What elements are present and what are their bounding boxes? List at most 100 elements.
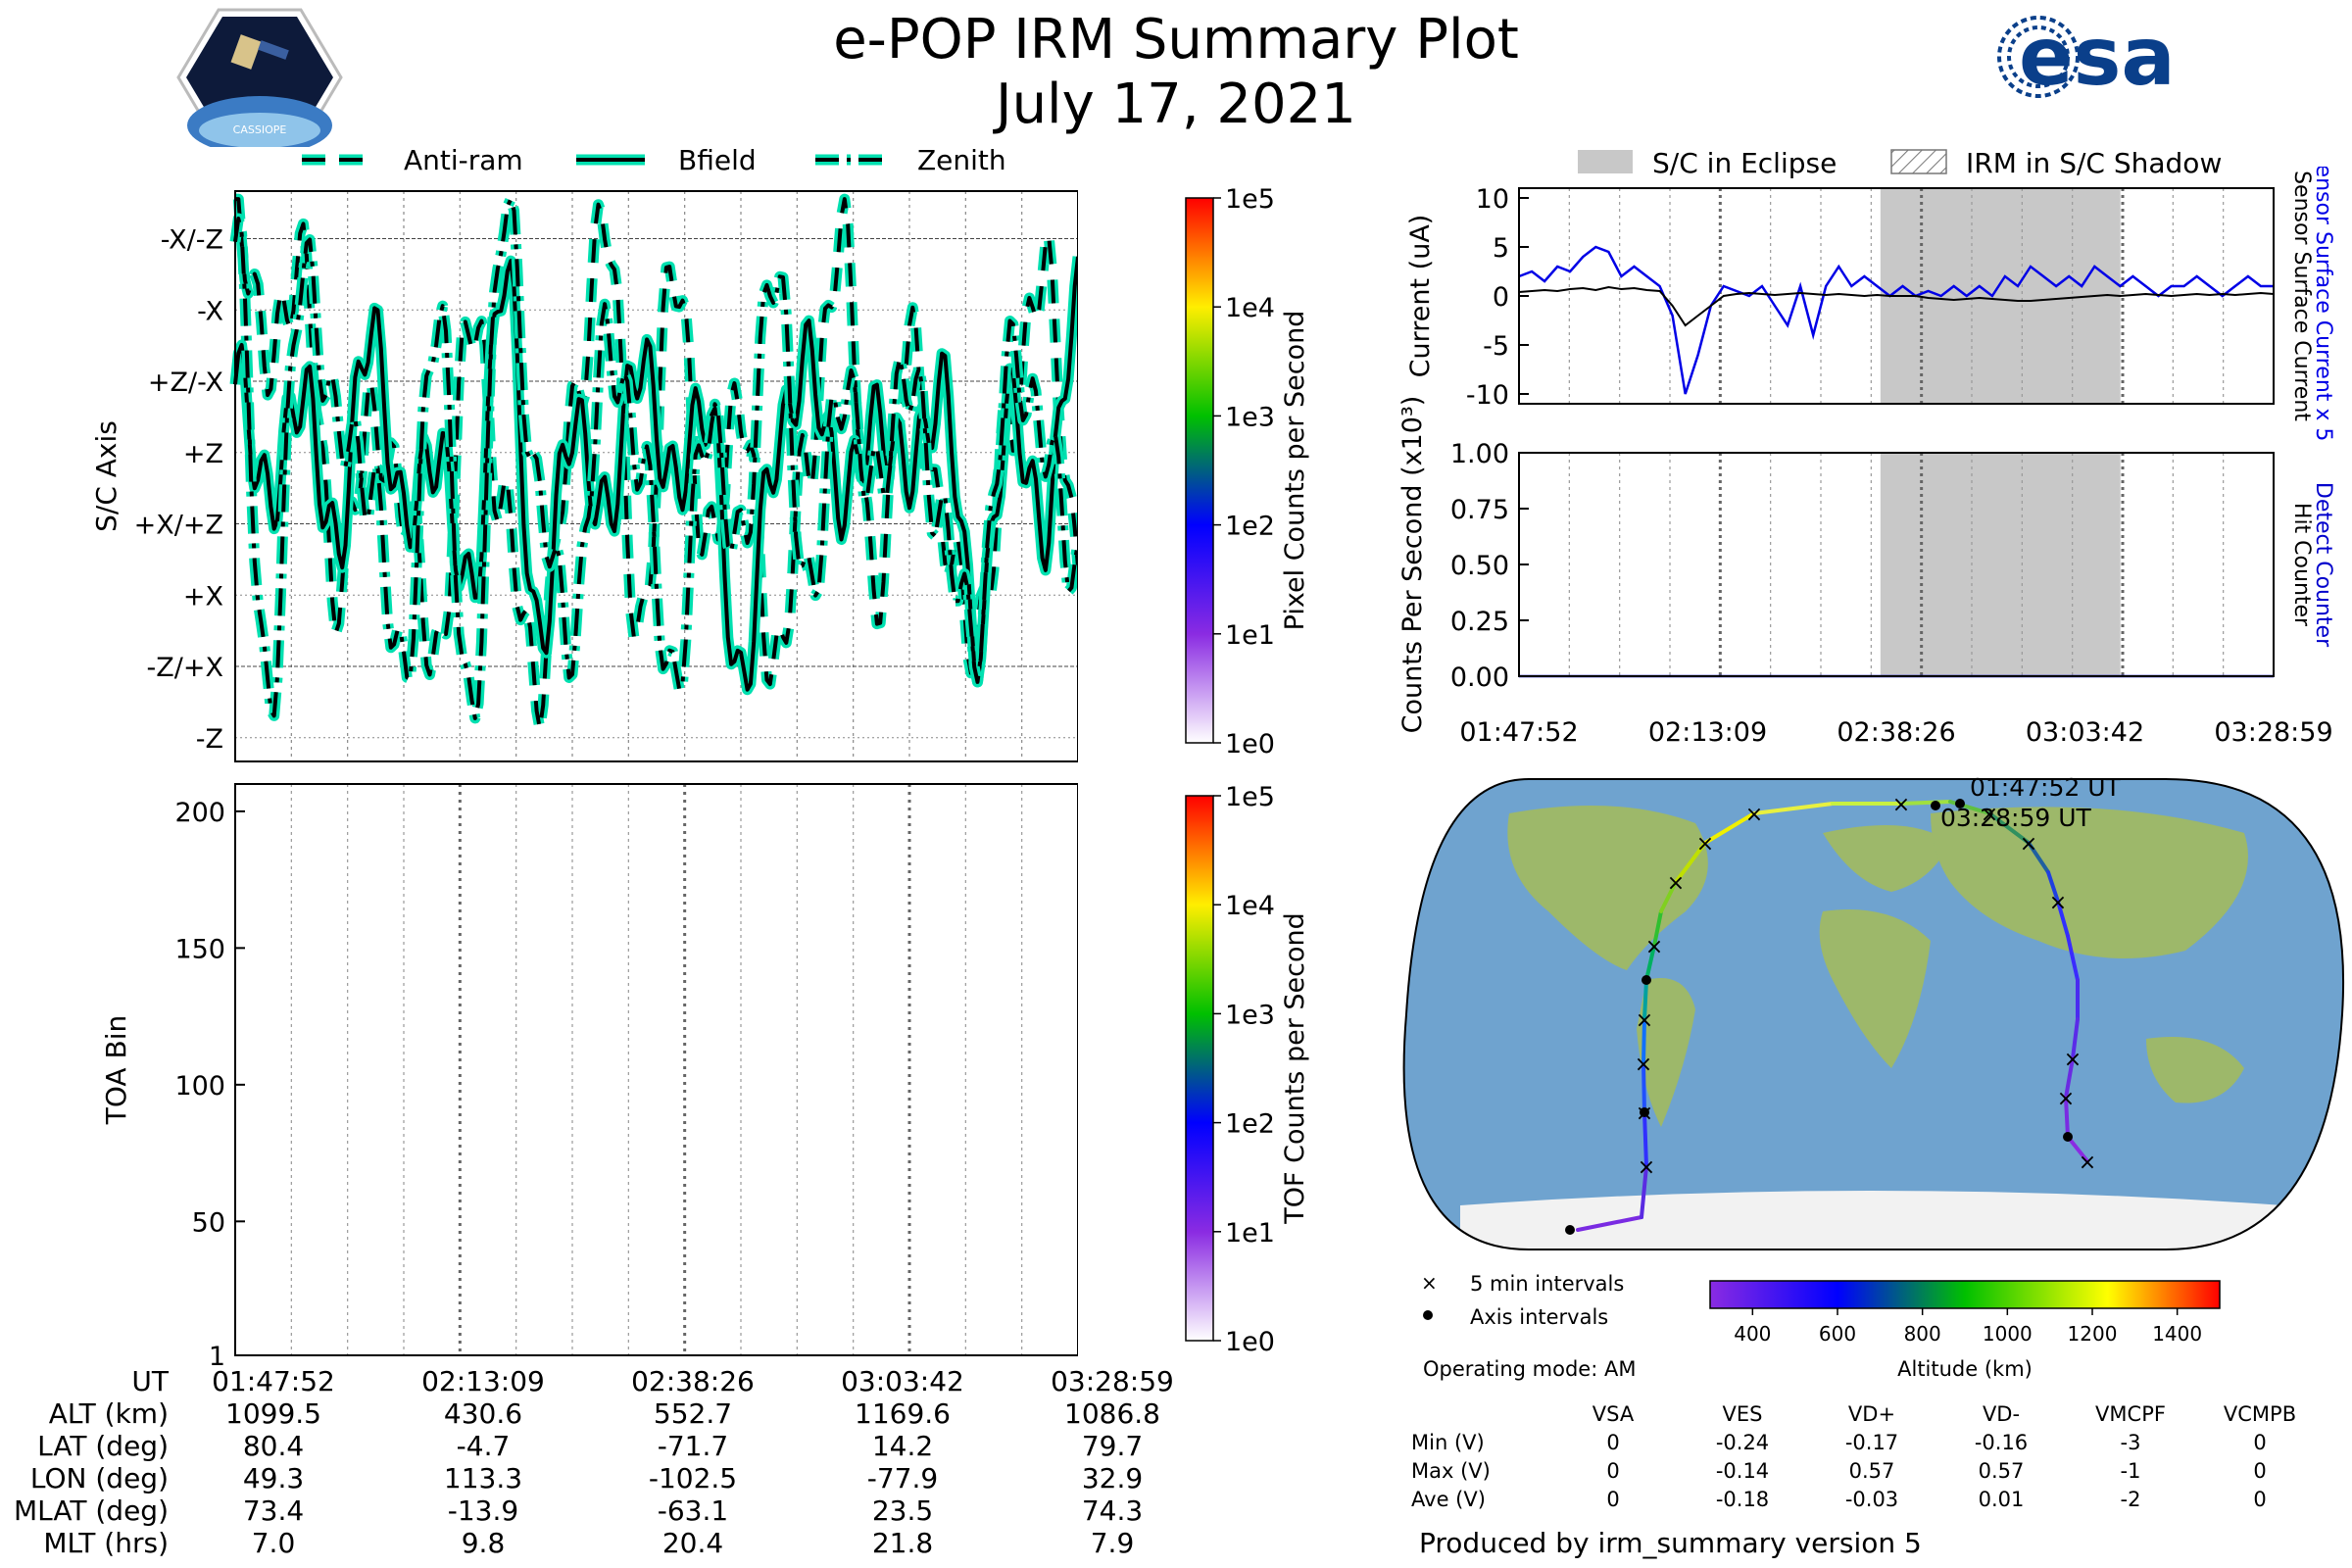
legend-shadow-label: IRM in S/C Shadow	[1966, 147, 2222, 179]
trace-core-zenith	[233, 197, 1078, 720]
info-row: LON (deg) 49.3 113.3 -102.5 -77.9 32.9	[0, 1462, 1217, 1494]
counts-ytick-label: 0.50	[1450, 551, 1509, 581]
five-min-marker: ×	[2057, 1087, 2075, 1111]
info-row: UT 01:47:52 02:13:09 02:38:26 03:03:42 03:28:…	[0, 1365, 1217, 1397]
info-cell: 1169.6	[855, 1397, 951, 1430]
tof-colorbar-label: 1e4	[1225, 891, 1275, 921]
landmass	[1460, 1191, 2283, 1250]
track-segment	[2046, 870, 2060, 904]
five-min-marker: ×	[1635, 1053, 1652, 1077]
counts-ytick-label: 0.00	[1450, 662, 1509, 693]
five-min-marker: ×	[1638, 1155, 1655, 1180]
axis-interval-marker	[1565, 1225, 1575, 1235]
track-segment	[1642, 978, 1648, 1021]
legend-eclipse-swatch	[1578, 150, 1633, 173]
info-cell: 430.6	[443, 1397, 523, 1430]
track-segment	[2027, 841, 2050, 874]
angle-ytick-left: +Z/-X	[148, 368, 223, 398]
time-tick-label: 02:38:26	[1837, 717, 1955, 748]
info-cell: -13.9	[447, 1494, 519, 1527]
current-ylabel: Current (uA)	[1405, 215, 1436, 378]
stats-cell: 0.57	[1978, 1458, 2025, 1483]
tof-colorbar-title: TOF Counts per Second	[1280, 912, 1310, 1225]
altitude-tick-label: 1000	[1983, 1322, 2033, 1346]
stats-row-label: Ave (V)	[1411, 1487, 1486, 1511]
legend-shadow-swatch	[1890, 149, 1947, 174]
info-cell: -4.7	[456, 1430, 511, 1462]
stats-cell: 0	[2253, 1487, 2267, 1511]
page-date: July 17, 2021	[996, 73, 1356, 136]
five-min-marker: ×	[1667, 871, 1685, 896]
legend-antiram-label: Anti-ram	[404, 144, 523, 176]
counts-frame	[1518, 452, 2275, 677]
trace-anti-ram	[232, 193, 1078, 734]
cassiope-logo: CASSIOPE	[176, 8, 343, 147]
current-and-counts-charts: 10 5 0 -5 -10 Sensor Surface Current x 5Senso…	[1397, 167, 2335, 748]
info-row-label: LAT (deg)	[37, 1430, 169, 1462]
axis-interval-marker	[1640, 1107, 1649, 1117]
info-cell: -102.5	[648, 1462, 738, 1494]
five-min-marker: ×	[2049, 891, 2067, 915]
track-segment	[2066, 934, 2080, 982]
stats-cell: -0.17	[1844, 1430, 1899, 1454]
info-cell: 74.3	[1081, 1494, 1144, 1527]
counts-eclipse-band	[1880, 453, 2121, 676]
toa-frame	[234, 783, 1078, 1356]
five-min-marker: ×	[1892, 793, 1910, 817]
current-frame	[1518, 187, 2275, 405]
stats-cell: 0	[2253, 1430, 2267, 1454]
angle-frame	[234, 190, 1078, 762]
track-segment	[1576, 1215, 1643, 1232]
info-row-label: UT	[131, 1365, 169, 1397]
track-segment	[1703, 811, 1756, 845]
info-cell: 7.0	[251, 1527, 296, 1559]
toa-ytick-label: 100	[174, 1071, 225, 1102]
axis-interval-marker	[1642, 975, 1651, 985]
info-row: MLAT (deg) 73.4 -13.9 -63.1 23.5 74.3	[0, 1494, 1217, 1527]
stats-cell: -0.14	[1715, 1458, 1770, 1483]
info-cell: 49.3	[242, 1462, 305, 1494]
track-segment	[2066, 1135, 2089, 1163]
five-min-marker: ×	[1696, 832, 1714, 857]
altitude-colorbar-title: Altitude (km)	[1897, 1357, 2033, 1381]
info-cell: 02:13:09	[421, 1365, 545, 1397]
stats-row: Ave (V) 0 -0.18 -0.03 0.01 -2 0	[1411, 1485, 2325, 1513]
time-tick-label: 03:03:42	[2026, 717, 2144, 748]
five-min-marker: ×	[1645, 935, 1663, 959]
trace-bfield	[229, 255, 1078, 696]
current-right-label-1: Sensor Surface Current	[2289, 171, 2314, 421]
counts-ytick-label: 1.00	[1450, 439, 1509, 469]
five-min-symbol: ×	[1421, 1271, 1438, 1295]
track-segment	[2071, 1017, 2080, 1060]
track-segment	[1640, 1164, 1648, 1219]
pixel-colorbar-label: 1e1	[1225, 620, 1275, 651]
altitude-tick-label: 1200	[2068, 1322, 2118, 1346]
tof-colorbar-label: 1e2	[1225, 1109, 1275, 1140]
eclipse-legend: S/C in Eclipse IRM in S/C Shadow	[1578, 147, 2222, 179]
info-row-label: MLAT (deg)	[13, 1494, 169, 1527]
landmass	[1819, 909, 1931, 1068]
axis-interval-symbol	[1423, 1310, 1433, 1320]
current-ytick-label: 5	[1493, 233, 1509, 264]
time-tick-label: 01:47:52	[1459, 717, 1578, 748]
stats-cell: -3	[2120, 1430, 2141, 1454]
altitude-legend: × 5 min intervals Axis intervals Operating …	[1421, 1271, 2221, 1381]
angle-ytick-left: +X	[183, 581, 223, 612]
info-row: ALT (km) 1099.5 430.6 552.7 1169.6 1086.8	[0, 1397, 1217, 1430]
angle-ytick-left: -X	[197, 296, 223, 326]
info-cell: 80.4	[242, 1430, 305, 1462]
tof-colorbar-label: 1e5	[1225, 782, 1275, 812]
stats-cell: -0.18	[1715, 1487, 1770, 1511]
legend-zenith-label: Zenith	[917, 144, 1006, 176]
info-cell: 1086.8	[1064, 1397, 1160, 1430]
counts-ytick-label: 0.25	[1450, 607, 1509, 637]
stats-column-header: VD-	[1982, 1401, 2021, 1426]
track-segment	[2064, 1056, 2075, 1100]
stats-cell: -0.24	[1715, 1430, 1770, 1454]
five-min-marker: ×	[2064, 1048, 2082, 1072]
altitude-tick-label: 600	[1819, 1322, 1856, 1346]
legend-bfield-label: Bfield	[678, 144, 757, 176]
info-row-label: MLT (hrs)	[43, 1527, 169, 1559]
svg-text:CASSIOPE: CASSIOPE	[233, 123, 287, 136]
